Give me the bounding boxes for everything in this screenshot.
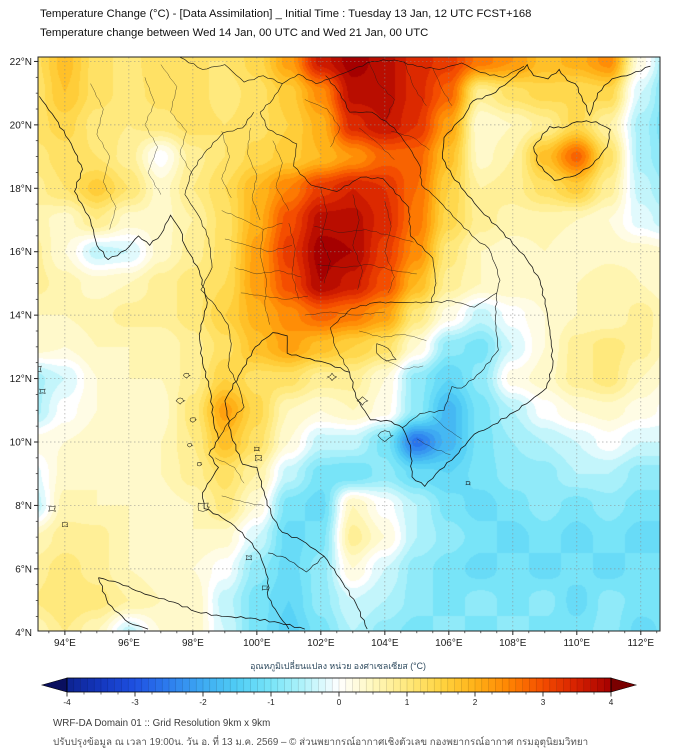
y-axis-tick-label: 20°N: [10, 120, 32, 131]
colorbar-tick-label: 2: [473, 698, 478, 707]
x-axis-tick-label: 94°E: [54, 638, 76, 649]
colorbar-tick-label: -4: [63, 698, 71, 707]
footer-domain-info: WRF-DA Domain 01 :: Grid Resolution 9km …: [53, 718, 271, 729]
y-axis-tick-label: 14°N: [10, 311, 32, 322]
x-axis-tick-label: 96°E: [118, 638, 140, 649]
footer-update-info: ปรับปรุงข้อมูล ณ เวลา 19:00น. วัน อ. ที่…: [53, 737, 589, 748]
x-axis-tick-label: 100°E: [243, 638, 271, 649]
colorbar-tick-label: 3: [541, 698, 546, 707]
temperature-field-canvas: [38, 57, 660, 631]
colorbar-tick-label: 0: [337, 698, 342, 707]
x-axis-tick-label: 102°E: [307, 638, 335, 649]
y-axis-tick-label: 8°N: [15, 501, 32, 512]
figure-title: Temperature Change (°C) - [Data Assimila…: [40, 5, 531, 42]
colorbar-tick-label: 4: [609, 698, 614, 707]
y-axis-tick-label: 10°N: [10, 437, 32, 448]
y-axis-tick-label: 16°N: [10, 247, 32, 258]
colorbar-tick-label: -3: [131, 698, 139, 707]
x-axis-tick-label: 112°E: [627, 638, 654, 649]
colorbar-right-arrow: [610, 677, 638, 693]
x-axis-tick-label: 104°E: [371, 638, 399, 649]
colorbar-tick-label: -1: [267, 698, 275, 707]
title-line-2: Temperature change between Wed 14 Jan, 0…: [40, 26, 429, 39]
x-axis-tick-label: 110°E: [563, 638, 590, 649]
x-axis-tick-label: 98°E: [182, 638, 204, 649]
y-axis-tick-label: 12°N: [10, 374, 32, 385]
colorbar-label: อุณหภูมิเปลี่ยนแปลง หน่วย องศาเซลเซียส (…: [250, 661, 426, 671]
y-axis-tick-label: 4°N: [15, 628, 32, 639]
y-axis-tick-label: 6°N: [15, 564, 32, 575]
y-axis-tick-label: 18°N: [10, 184, 32, 195]
colorbar: -4 -3 -2 -1 0 1 2 3 4: [40, 677, 638, 707]
colorbar-tick-label: -2: [199, 698, 207, 707]
colorbar-left-arrow: [40, 677, 68, 693]
colorbar-tick-label: 1: [405, 698, 410, 707]
x-axis-tick-label: 108°E: [499, 638, 527, 649]
x-axis-tick-label: 106°E: [435, 638, 463, 649]
y-axis-tick-label: 22°N: [10, 57, 32, 68]
title-line-1: Temperature Change (°C) - [Data Assimila…: [40, 8, 532, 20]
